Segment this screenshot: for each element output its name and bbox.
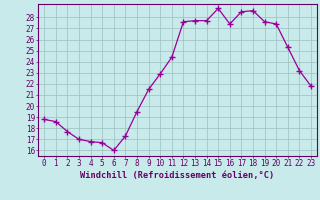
X-axis label: Windchill (Refroidissement éolien,°C): Windchill (Refroidissement éolien,°C) xyxy=(80,171,275,180)
